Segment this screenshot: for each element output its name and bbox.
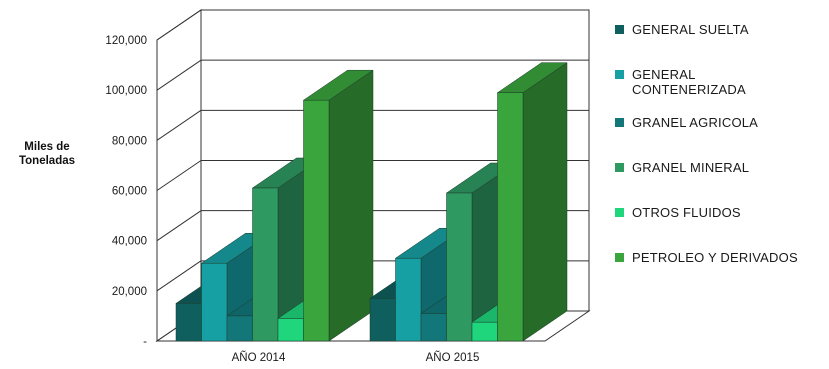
y-tick-label: 60,000 — [112, 186, 147, 198]
legend-swatch — [615, 208, 624, 217]
y-tick-label: 100,000 — [105, 85, 147, 97]
bars — [175, 62, 568, 342]
x-category-label: AÑO 2015 — [426, 351, 480, 364]
gridline-left-wall — [156, 109, 202, 141]
legend-item: PETROLEO Y DERIVADOS — [615, 250, 798, 265]
y-tick-label: - — [143, 336, 147, 348]
legend-swatch — [615, 25, 624, 34]
legend-item: OTROS FLUIDOS — [615, 205, 741, 220]
y-axis-label-line1: Miles de — [24, 141, 69, 153]
legend-swatch — [615, 163, 624, 172]
legend-label: OTROS FLUIDOS — [632, 205, 741, 220]
y-tick-label: 80,000 — [112, 135, 147, 147]
legend-item: GENERAL SUELTA — [615, 22, 749, 37]
gridline-left-wall — [156, 59, 202, 91]
x-axis: AÑO 2014 AÑO 2015 — [232, 351, 480, 364]
y-axis-label-line2: Toneladas — [19, 155, 75, 167]
legend-item: GRANEL AGRICOLA — [615, 115, 758, 130]
y-axis: - 20,000 40,000 60,000 80,000 100,000 120,000 — [105, 9, 589, 348]
legend-label: GENERAL — [632, 67, 696, 82]
legend-label: GENERAL SUELTA — [632, 22, 749, 37]
gridline-left-wall — [156, 260, 202, 292]
gridline-left-wall — [156, 9, 202, 41]
legend-label: CONTENERIZADA — [632, 82, 746, 97]
x-category-label: AÑO 2014 — [232, 351, 286, 364]
legend-swatch — [615, 118, 624, 127]
gridline-left-wall — [156, 210, 202, 242]
legend-label: GRANEL MINERAL — [632, 160, 749, 175]
y-tick-label: 40,000 — [112, 236, 147, 248]
y-tick-label: 20,000 — [112, 286, 147, 298]
bar — [302, 69, 374, 342]
legend-swatch — [615, 70, 624, 79]
gridline-left-wall — [156, 160, 202, 191]
legend-label: PETROLEO Y DERIVADOS — [632, 250, 798, 265]
legend-label: GRANEL AGRICOLA — [632, 115, 758, 130]
legend-item: GRANEL MINERAL — [615, 160, 749, 175]
bar — [496, 62, 568, 342]
y-tick-label: 120,000 — [105, 35, 147, 47]
legend-swatch — [615, 253, 624, 262]
